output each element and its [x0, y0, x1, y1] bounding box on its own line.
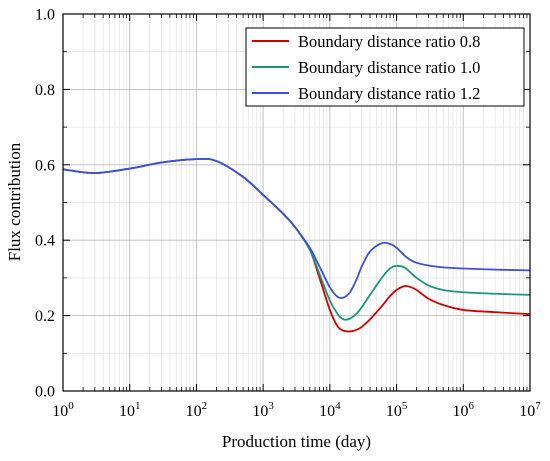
legend: Boundary distance ratio 0.8 Boundary dist…: [245, 27, 525, 107]
x-tick-label: 105: [386, 400, 408, 420]
y-axis-label: Flux contribution: [5, 142, 24, 261]
y-tick-label: 0.4: [35, 233, 55, 250]
legend-box: [245, 27, 525, 107]
legend-label-3: Boundary distance ratio 1.2: [298, 84, 480, 103]
y-tick-label: 0.0: [35, 384, 55, 401]
x-tick-label: 103: [252, 400, 274, 420]
x-tick-label: 101: [119, 400, 141, 420]
y-axis-ticks: 0.0 0.2 0.4 0.6 0.8 1.0: [35, 7, 530, 401]
series-layer: [62, 157, 531, 333]
minor-grid: [63, 14, 530, 391]
y-tick-label: 0.2: [35, 308, 55, 325]
x-tick-label: 107: [519, 400, 541, 420]
x-tick-label: 106: [453, 400, 475, 420]
y-tick-label: 0.6: [35, 157, 55, 174]
series-line-3: [62, 157, 531, 299]
legend-label-2: Boundary distance ratio 1.0: [298, 58, 480, 77]
x-tick-label: 102: [186, 400, 208, 420]
y-tick-label: 1.0: [35, 7, 55, 24]
x-axis-ticks: 100 101 102 103 104 105 106 107: [52, 14, 541, 420]
legend-label-1: Boundary distance ratio 0.8: [298, 32, 480, 51]
x-tick-label: 104: [319, 400, 341, 420]
x-axis-label: Production time (day): [222, 432, 371, 451]
x-tick-label: 100: [52, 400, 74, 420]
y-tick-label: 0.8: [35, 82, 55, 99]
